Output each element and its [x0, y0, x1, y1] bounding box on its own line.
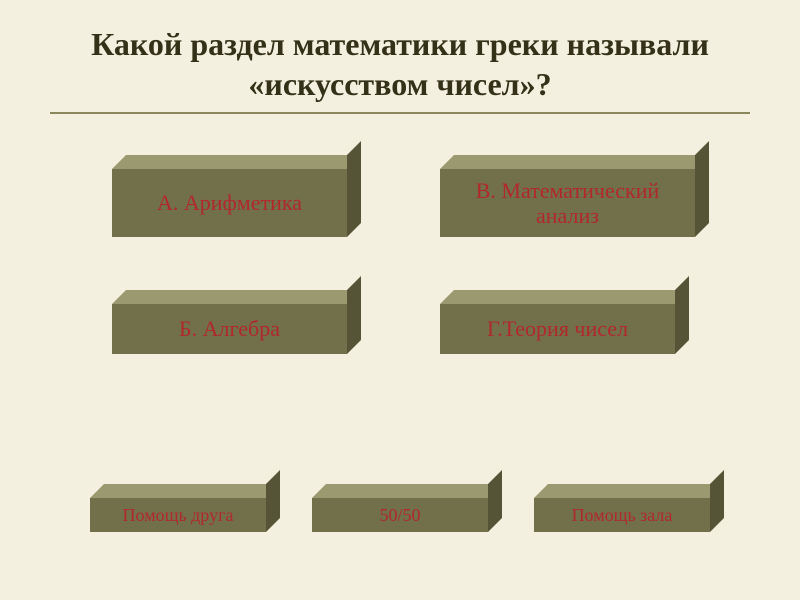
box-top-face: [112, 155, 361, 169]
title-underline: [50, 112, 750, 114]
lifeline-hall[interactable]: Помощь зала: [534, 484, 710, 532]
lifeline-fifty[interactable]: 50/50: [312, 484, 488, 532]
box-side-face: [347, 276, 361, 354]
answer-v[interactable]: В. Математический анализ: [440, 155, 695, 237]
box-top-face: [440, 290, 689, 304]
lifeline-hall-label: Помощь зала: [534, 498, 710, 532]
box-side-face: [266, 470, 280, 532]
box-side-face: [710, 470, 724, 532]
box-side-face: [488, 470, 502, 532]
lifeline-friend-label: Помощь друга: [90, 498, 266, 532]
answer-g[interactable]: Г.Теория чисел: [440, 290, 675, 354]
answer-b[interactable]: Б. Алгебра: [112, 290, 347, 354]
quiz-slide: Какой раздел математики греки называли «…: [0, 0, 800, 600]
box-side-face: [695, 141, 709, 237]
box-top-face: [112, 290, 361, 304]
box-top-face: [440, 155, 709, 169]
box-top-face: [90, 484, 280, 498]
box-top-face: [534, 484, 724, 498]
answer-a-label: А. Арифметика: [112, 169, 347, 237]
box-top-face: [312, 484, 502, 498]
box-side-face: [675, 276, 689, 354]
answer-g-label: Г.Теория чисел: [440, 304, 675, 354]
answer-a[interactable]: А. Арифметика: [112, 155, 347, 237]
answer-v-label: В. Математический анализ: [440, 169, 695, 237]
lifeline-fifty-label: 50/50: [312, 498, 488, 532]
box-side-face: [347, 141, 361, 237]
question-title: Какой раздел математики греки называли «…: [80, 24, 720, 104]
answer-b-label: Б. Алгебра: [112, 304, 347, 354]
lifeline-friend[interactable]: Помощь друга: [90, 484, 266, 532]
